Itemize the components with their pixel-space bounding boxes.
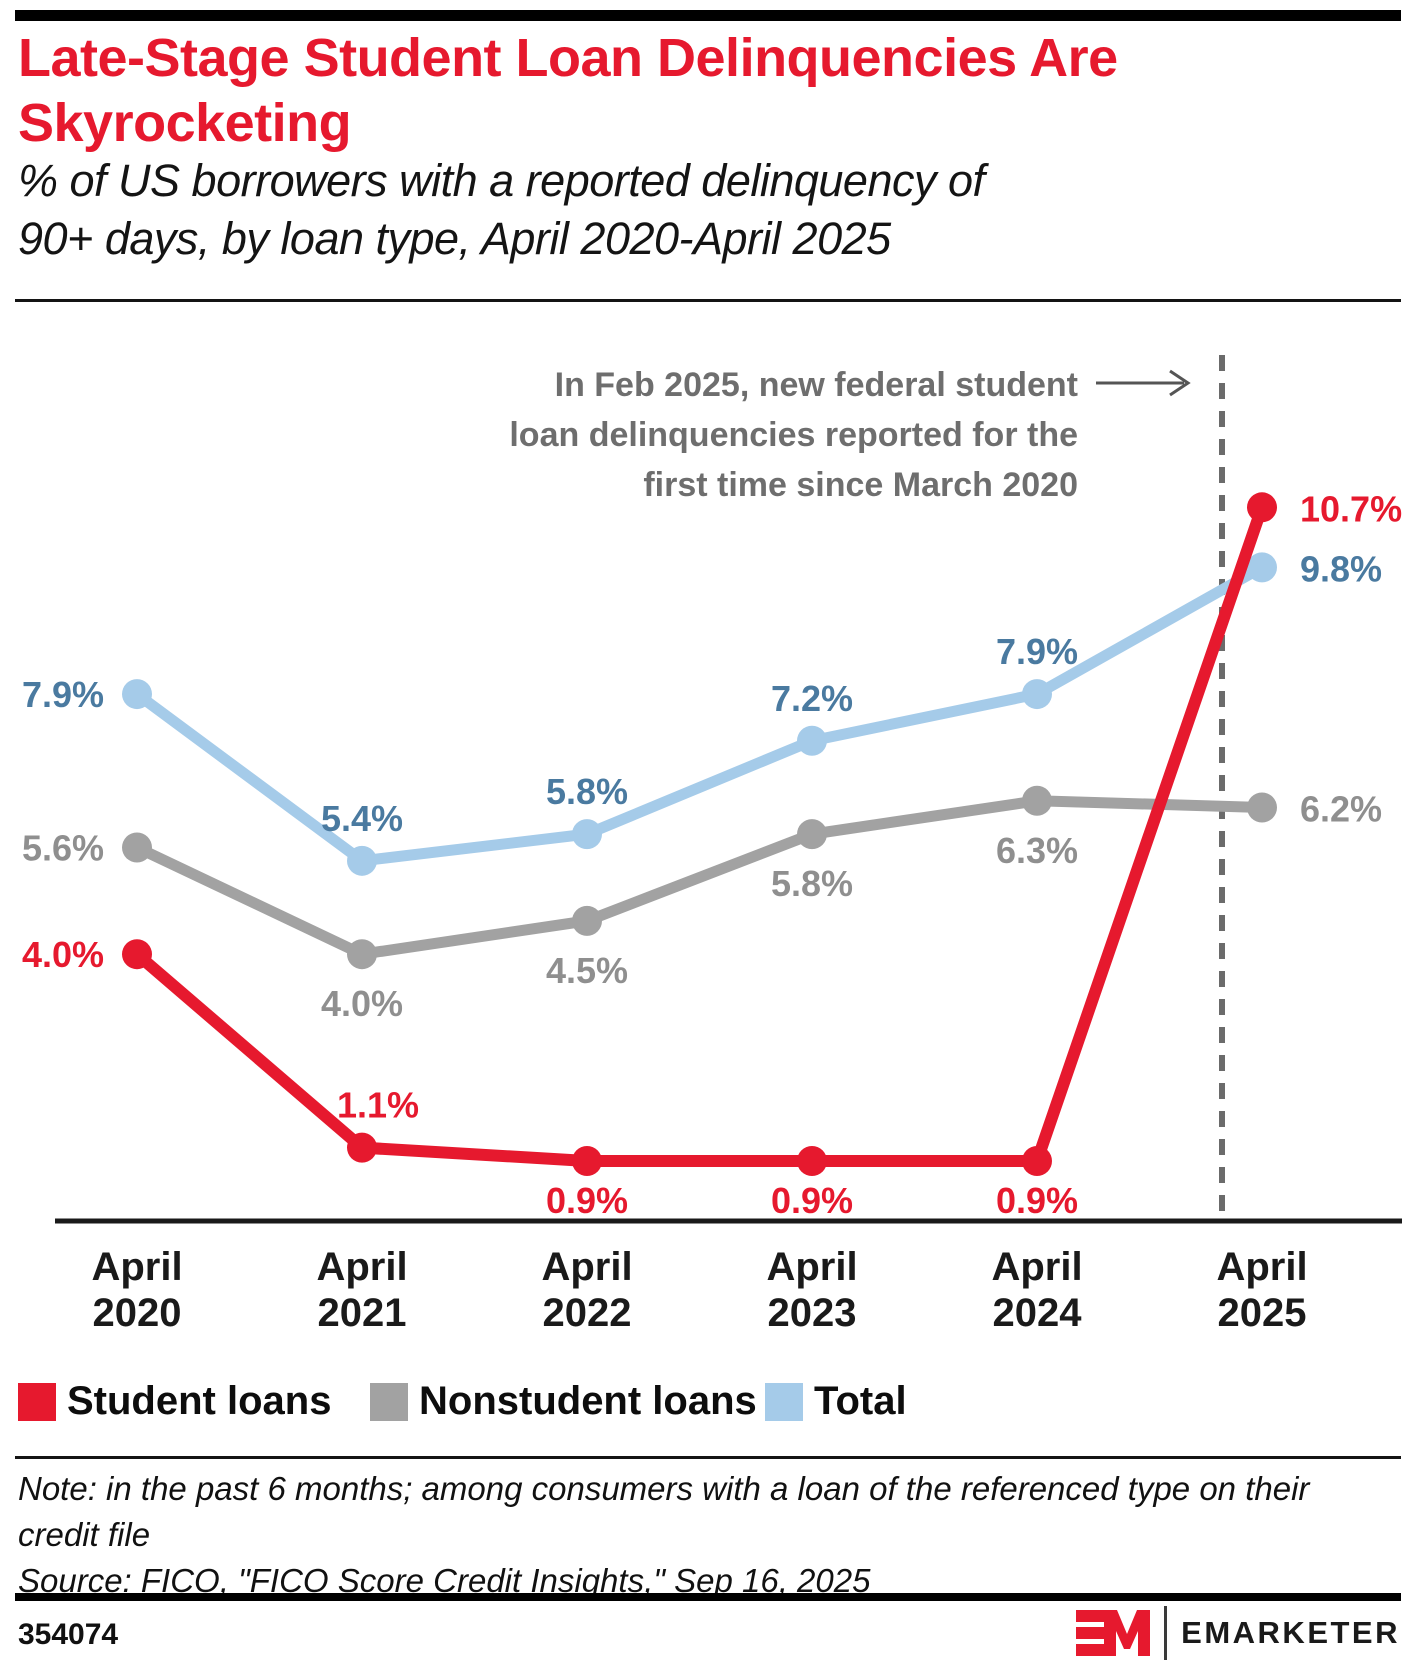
x-tick-month: April (541, 1245, 632, 1289)
data-point-student-loans (1247, 492, 1277, 523)
data-label-nonstudent-loans: 5.6% (22, 827, 104, 868)
x-tick-month: April (766, 1245, 857, 1289)
data-point-student-loans (797, 1145, 827, 1176)
data-point-nonstudent-loans (572, 905, 602, 936)
data-label-nonstudent-loans: 4.0% (321, 983, 403, 1024)
top-accent-bar (15, 10, 1401, 21)
chart-title-line1: Late-Stage Student Loan Delinquencies Ar… (18, 28, 1118, 88)
chart-id: 354074 (18, 1618, 119, 1651)
data-label-total: 5.8% (546, 771, 628, 812)
brand-name: EMARKETER (1181, 1615, 1400, 1650)
footer-divider (15, 1456, 1401, 1459)
data-label-student-loans: 1.1% (337, 1085, 419, 1126)
legend-label-student-loans: Student loans (67, 1379, 332, 1423)
logo-divider (1164, 1606, 1168, 1660)
x-tick-month: April (91, 1245, 182, 1289)
data-label-student-loans: 0.9% (546, 1180, 628, 1221)
chart-subtitle-line2: 90+ days, by loan type, April 2020-April… (18, 212, 891, 264)
data-label-nonstudent-loans: 6.2% (1300, 788, 1382, 829)
data-point-total (1022, 679, 1052, 710)
legend-swatch-student-loans (18, 1382, 56, 1421)
legend-item-student-loans: Student loans (18, 1379, 331, 1424)
legend-item-nonstudent-loans: Nonstudent loans (370, 1379, 757, 1424)
annotation-line1: In Feb 2025, new federal student (555, 366, 1078, 404)
note-text: Note: in the past 6 months; among consum… (18, 1466, 1309, 1604)
data-point-total (797, 725, 827, 756)
x-tick-year: 2021 (318, 1291, 407, 1335)
data-point-total (1247, 552, 1277, 583)
x-tick-month: April (316, 1245, 407, 1289)
data-label-nonstudent-loans: 4.5% (546, 950, 628, 991)
data-label-student-loans: 0.9% (996, 1180, 1078, 1221)
emarketer-logo-icon (1076, 1610, 1151, 1656)
data-label-total: 7.9% (22, 674, 104, 715)
data-label-total: 5.4% (321, 798, 403, 839)
data-point-total (572, 819, 602, 850)
data-label-total: 7.2% (771, 678, 853, 719)
chart-subtitle-line1: % of US borrowers with a reported delinq… (18, 155, 985, 206)
annotation-arrow-head-icon (1169, 369, 1191, 397)
x-tick-year: 2024 (993, 1291, 1083, 1335)
note-line1: Note: in the past 6 months; among consum… (18, 1470, 1310, 1507)
header-divider (15, 299, 1401, 302)
chart-subtitle: % of US borrowers with a reported delinq… (18, 152, 985, 267)
x-tick-year: 2023 (768, 1291, 857, 1335)
chart-title: Late-Stage Student Loan Delinquencies Ar… (18, 26, 1118, 156)
annotation-line3: first time since March 2020 (643, 466, 1078, 504)
data-label-nonstudent-loans: 5.8% (771, 863, 853, 904)
data-point-nonstudent-loans (1022, 785, 1052, 816)
x-tick-year: 2020 (93, 1291, 182, 1335)
legend-swatch-total (765, 1382, 803, 1421)
annotation-line2: loan delinquencies reported for the (509, 416, 1078, 454)
data-point-total (122, 679, 152, 710)
data-label-nonstudent-loans: 6.3% (996, 830, 1078, 871)
data-point-nonstudent-loans (122, 832, 152, 863)
data-point-student-loans (122, 939, 152, 970)
legend-swatch-nonstudent-loans (370, 1382, 408, 1421)
data-label-student-loans: 4.0% (22, 934, 104, 975)
series-line-total (133, 562, 1265, 867)
data-point-nonstudent-loans (1247, 792, 1277, 823)
note-line2: credit file (18, 1516, 151, 1553)
line-chart: In Feb 2025, new federal student loan de… (22, 355, 1402, 1335)
data-point-student-loans (347, 1132, 377, 1163)
data-label-total: 7.9% (996, 631, 1078, 672)
x-tick-month: April (1216, 1245, 1307, 1289)
legend: Student loans Nonstudent loans Total (0, 1379, 1416, 1424)
data-label-total: 9.8% (1300, 548, 1382, 589)
data-label-student-loans: 10.7% (1300, 488, 1402, 529)
data-point-nonstudent-loans (797, 819, 827, 850)
data-point-total (347, 845, 377, 876)
legend-label-nonstudent-loans: Nonstudent loans (419, 1379, 757, 1423)
data-point-student-loans (572, 1145, 602, 1176)
bottom-accent-bar (15, 1593, 1401, 1601)
source-line: Source: FICO, "FICO Score Credit Insight… (18, 1562, 871, 1599)
legend-item-total: Total (765, 1379, 907, 1424)
chart-title-line2: Skyrocketing (18, 92, 352, 153)
brand-lockup: EMARKETER (1074, 1606, 1400, 1660)
series-line-student-loans (133, 505, 1268, 1167)
x-tick-month: April (991, 1245, 1082, 1289)
x-tick-year: 2025 (1218, 1291, 1307, 1335)
legend-label-total: Total (814, 1379, 907, 1423)
data-label-student-loans: 0.9% (771, 1180, 853, 1221)
x-tick-year: 2022 (543, 1291, 632, 1335)
data-point-student-loans (1022, 1145, 1052, 1176)
data-point-nonstudent-loans (347, 939, 377, 970)
series-line-nonstudent-loans (134, 795, 1263, 960)
